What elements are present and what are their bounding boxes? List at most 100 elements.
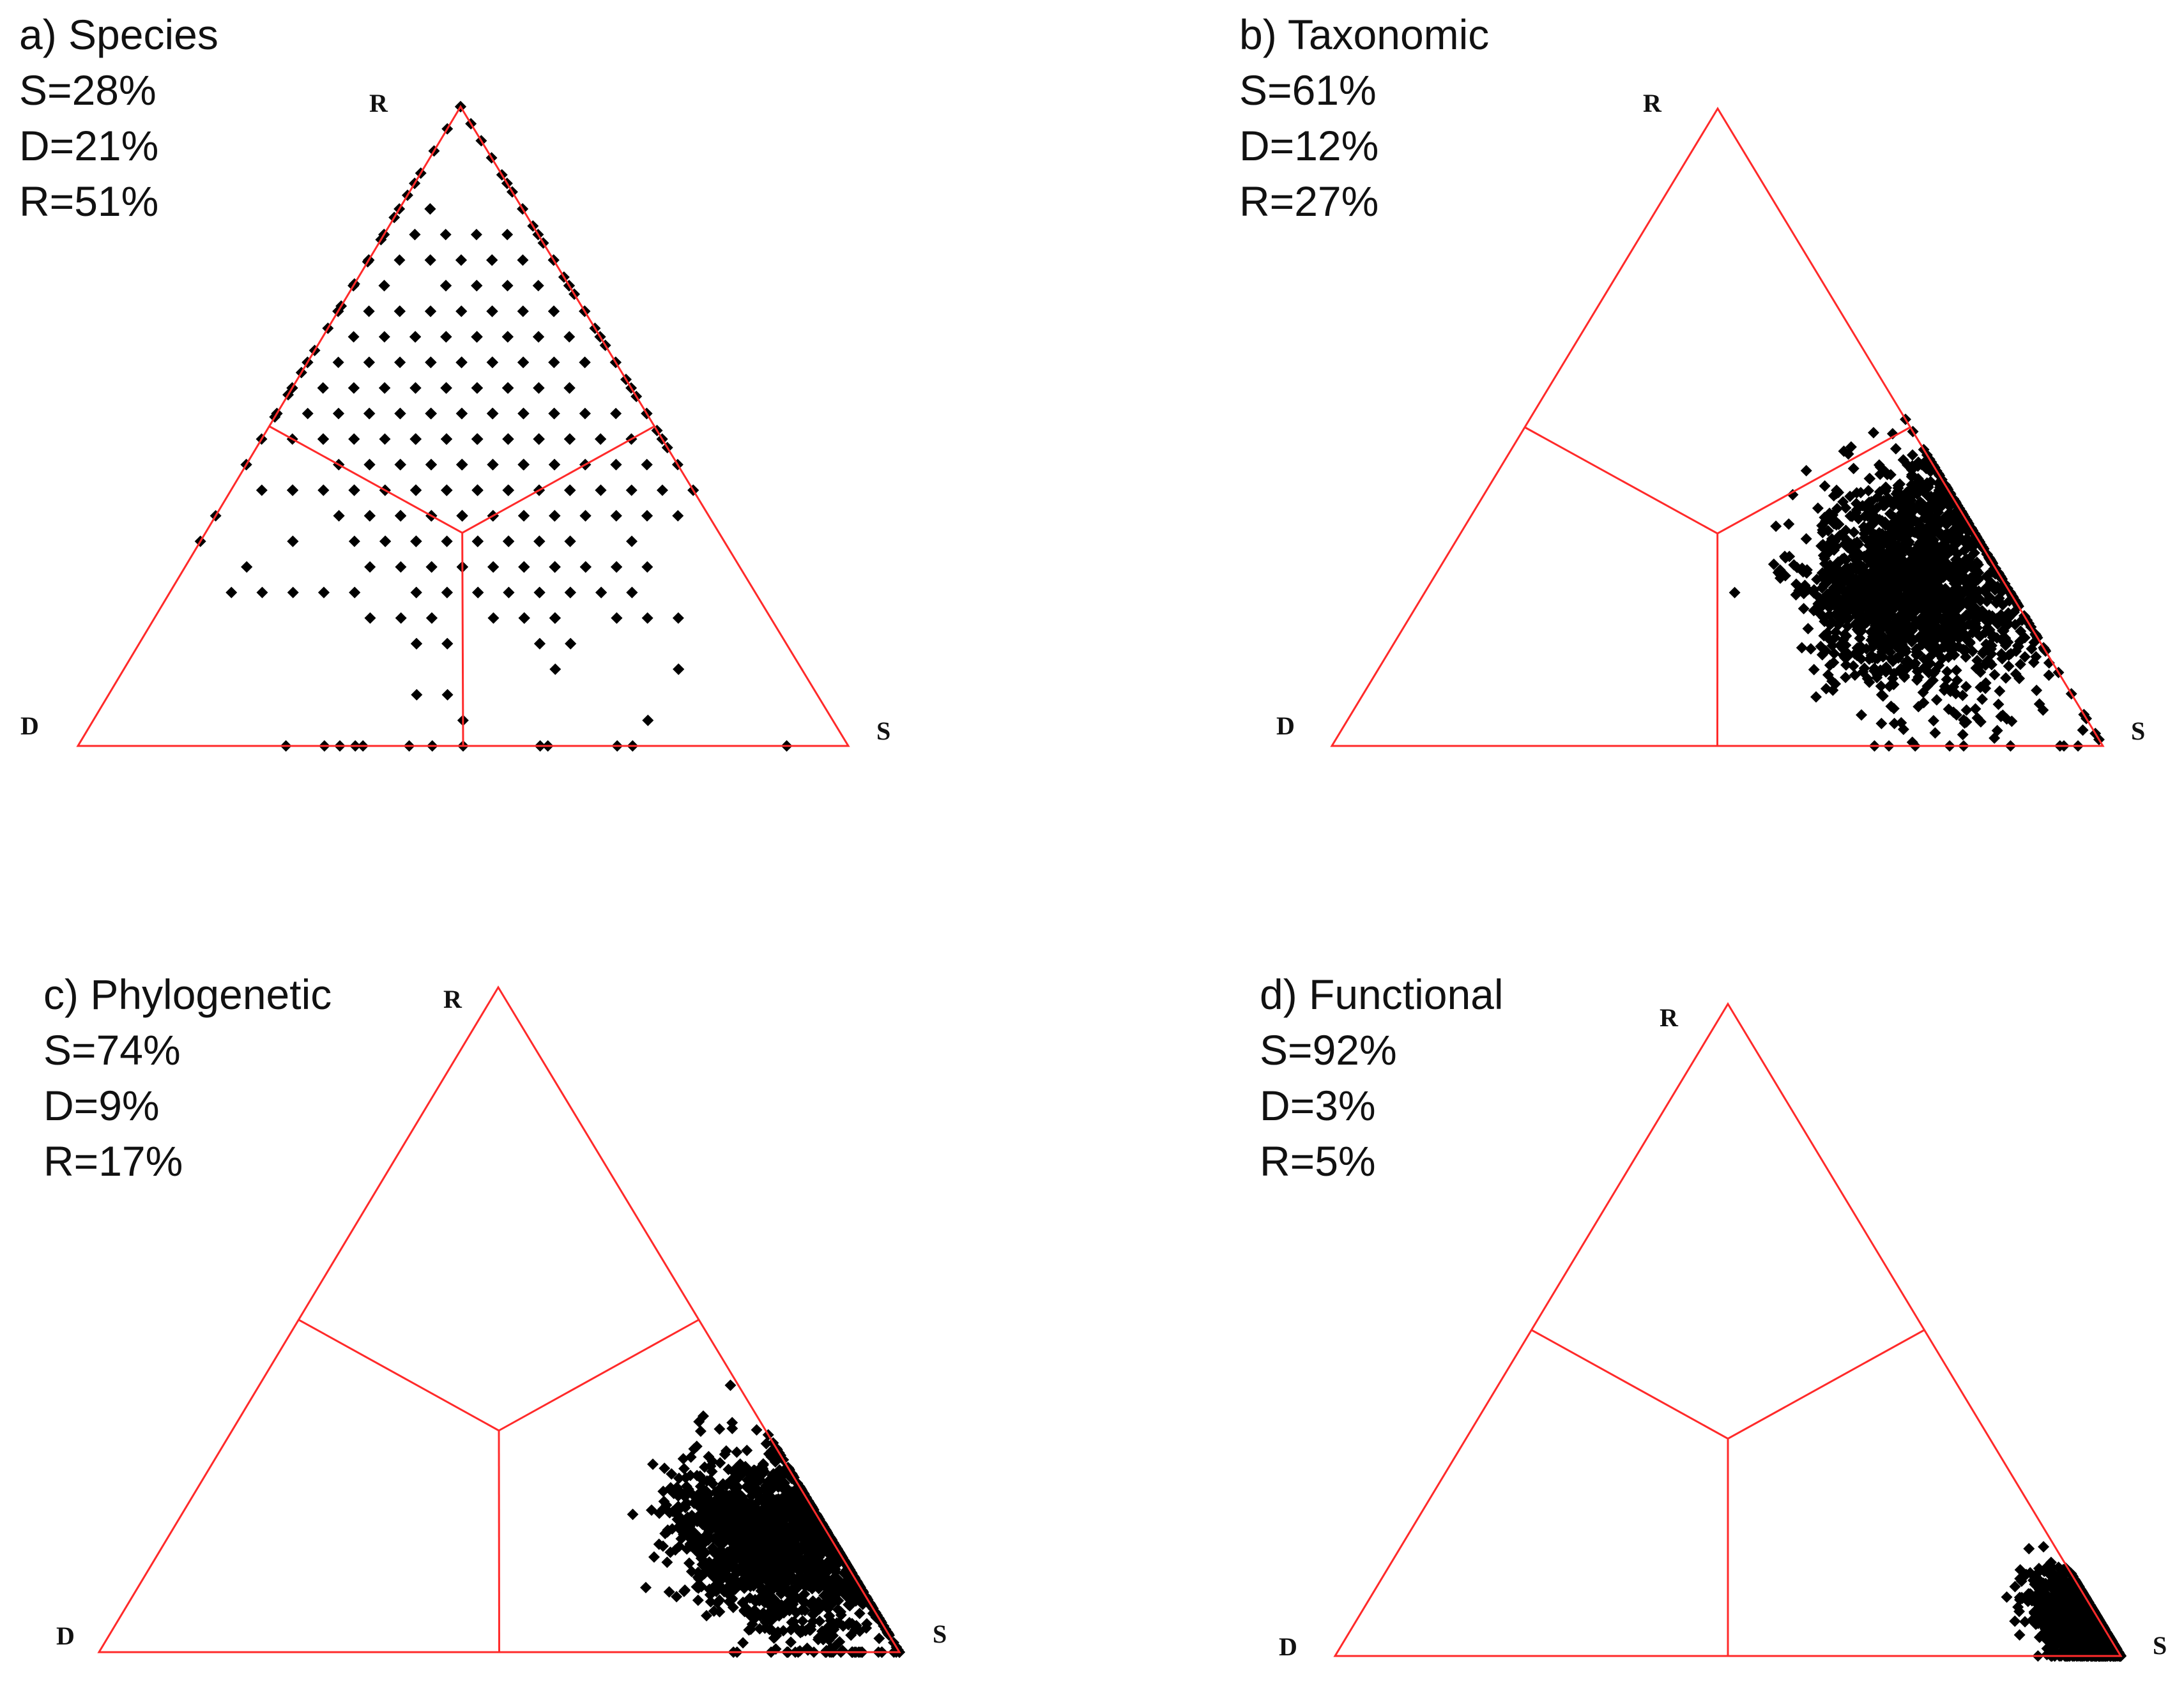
panel-species-point-517 — [441, 637, 454, 649]
panel-taxonomic-point-1636 — [1851, 487, 1863, 499]
panel-species-stat-r: R=51% — [19, 178, 158, 225]
panel-taxonomic-point-1292 — [1961, 533, 1973, 545]
panel-phylogenetic-point-1088 — [740, 1480, 752, 1492]
panel-taxonomic-point-1302 — [1931, 627, 1943, 639]
panel-taxonomic-point-1451 — [1849, 669, 1861, 681]
panel-species-point-66 — [641, 612, 653, 624]
panel-phylogenetic-point-1516 — [737, 1567, 749, 1579]
panel-taxonomic-point-1637 — [1884, 508, 1896, 520]
panel-taxonomic-point-1614 — [1817, 538, 1829, 551]
panel-phylogenetic-point-1753 — [698, 1561, 710, 1573]
panel-taxonomic-point-1462 — [1852, 552, 1865, 564]
panel-phylogenetic-point-1707 — [695, 1552, 707, 1564]
panel-phylogenetic-point-1702 — [703, 1583, 715, 1595]
panel-taxonomic-point-1509 — [1885, 572, 1897, 584]
panel-species-point-632 — [317, 433, 329, 445]
panel-species-point-500 — [549, 510, 561, 522]
panel-taxonomic-point-1562 — [1826, 675, 1838, 687]
panel-species-point-806 — [440, 433, 452, 445]
panel-taxonomic-point-727 — [2077, 724, 2089, 736]
panel-taxonomic-point-1073 — [1973, 566, 1985, 579]
panel-phylogenetic-point-1432 — [788, 1616, 800, 1628]
panel-phylogenetic-point-547 — [706, 1478, 719, 1490]
panel-species-point-818 — [487, 459, 499, 471]
panel-species-point-14 — [225, 586, 238, 598]
panel-species-point-728 — [332, 407, 344, 420]
panel-phylogenetic-point-1632 — [685, 1565, 698, 1577]
panel-taxonomic-point-1555 — [1783, 551, 1796, 563]
panel-phylogenetic-divider-left — [298, 1319, 500, 1432]
panel-species-point-111 — [378, 331, 390, 343]
panel-taxonomic-point-1548 — [1824, 619, 1837, 631]
panel-species-point-671 — [564, 535, 576, 547]
panel-phylogenetic-point-1724 — [700, 1497, 712, 1509]
panel-species-point-650 — [455, 305, 468, 317]
panel-species-point-797 — [502, 382, 514, 394]
panel-phylogenetic-point-1768 — [829, 1618, 841, 1630]
panel-taxonomic-point-1071 — [1960, 704, 1973, 716]
panel-species-point-502 — [503, 535, 515, 547]
panel-species-point-523 — [317, 382, 329, 394]
panel-taxonomic-point-1712 — [1952, 524, 1964, 536]
panel-taxonomic-point-957 — [1995, 609, 2007, 621]
panel-phylogenetic-point-1668 — [691, 1440, 703, 1452]
panel-phylogenetic-point-1791 — [683, 1557, 695, 1569]
panel-species-point-739 — [471, 433, 484, 445]
panel-phylogenetic-point-794 — [827, 1630, 839, 1642]
panel-species-point-803 — [486, 305, 498, 317]
panel-taxonomic-point-1230 — [1951, 674, 1963, 687]
panel-phylogenetic-point-1199 — [719, 1448, 731, 1461]
panel-species-point-628 — [549, 561, 561, 573]
panel-taxonomic-point-1612 — [1865, 558, 1877, 570]
panel-species-point-656 — [471, 280, 483, 292]
panel-taxonomic-point-1585 — [1874, 597, 1886, 609]
panel-phylogenetic-point-1532 — [627, 1508, 639, 1521]
panel-taxonomic-point-86 — [1812, 502, 1824, 514]
panel-phylogenetic-point-1332 — [873, 1632, 885, 1644]
panel-phylogenetic-point-1674 — [790, 1530, 802, 1542]
panel-species-point-305 — [503, 586, 515, 598]
panel-taxonomic-point-269 — [1994, 685, 2006, 697]
panel-taxonomic-point-143 — [1989, 669, 2001, 681]
panel-taxonomic-point-1543 — [1783, 518, 1795, 530]
panel-species-point-649 — [532, 280, 544, 292]
panel-taxonomic-point-1064 — [1950, 688, 1962, 700]
panel-taxonomic-point-1251 — [1897, 454, 1909, 466]
panel-taxonomic-point-1729 — [1930, 540, 1943, 552]
panel-species-point-809 — [455, 407, 468, 420]
panel-taxonomic-point-942 — [1996, 648, 2008, 660]
panel-species-point-236 — [579, 407, 591, 420]
panel-taxonomic-point-1348 — [1840, 659, 1852, 671]
panel-phylogenetic-point-1334 — [694, 1425, 706, 1438]
panel-phylogenetic-point-1795 — [729, 1544, 742, 1556]
panel-taxonomic-point-1590 — [1866, 581, 1878, 593]
panel-taxonomic-stat-s: S=61% — [1239, 66, 1377, 114]
panel-phylogenetic-point-735 — [846, 1618, 859, 1630]
panel-species-point-567 — [410, 484, 422, 496]
panel-taxonomic-point-1565 — [1821, 577, 1833, 589]
panel-taxonomic-point-1426 — [1930, 694, 1943, 706]
panel-taxonomic-point-1604 — [1801, 564, 1813, 576]
panel-species-point-561 — [548, 407, 560, 420]
panel-phylogenetic-point-1115 — [730, 1462, 742, 1474]
panel-species-point-786 — [548, 459, 560, 471]
panel-species-point-761 — [501, 229, 514, 241]
panel-taxonomic-point-63 — [2003, 660, 2015, 672]
panel-species-point-108 — [626, 586, 638, 598]
panel-phylogenetic-point-1497 — [792, 1580, 804, 1592]
panel-taxonomic-point-1042 — [1973, 660, 1985, 672]
panel-taxonomic-point-1349 — [1902, 584, 1914, 596]
panel-species-point-750 — [409, 331, 422, 343]
panel-phylogenetic-point-1344 — [807, 1608, 819, 1620]
panel-taxonomic-point-1149 — [1875, 680, 1887, 692]
panel-phylogenetic-point-1688 — [772, 1520, 784, 1532]
panel-species-stat-s: S=28% — [19, 66, 157, 114]
panel-taxonomic-point-1449 — [1798, 603, 1810, 615]
panel-phylogenetic-point-1685 — [729, 1569, 741, 1581]
panel-species-point-419 — [641, 561, 653, 573]
panel-taxonomic-point-1482 — [1816, 649, 1828, 661]
panel-phylogenetic-point-1672 — [749, 1595, 761, 1607]
panel-taxonomic-point-1328 — [1894, 526, 1906, 538]
panel-taxonomic-point-1250 — [1992, 618, 2004, 630]
panel-species-point-766 — [533, 382, 545, 394]
